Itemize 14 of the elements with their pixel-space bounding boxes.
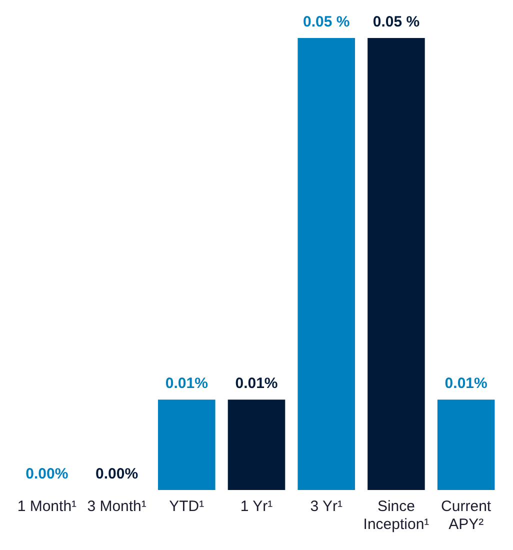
data-label: 0.05 % [303,14,350,31]
data-label: 0.01% [444,375,488,392]
data-label: 0.01% [165,375,208,392]
x-tick-label: 1 Month¹ [17,498,77,516]
x-tick-label: 3 Yr¹ [310,498,342,516]
data-label: 0.00% [96,466,138,483]
x-tick-label: 3 Month¹ [87,498,146,516]
data-label: 0.01% [235,375,278,392]
x-tick-label: YTD¹ [169,498,204,516]
data-label: 0.05 % [372,14,420,31]
x-tick-label: Current APY² [441,498,492,534]
x-tick-label: Since Inception¹ [363,498,430,534]
data-label: 0.00% [26,466,68,483]
x-tick-label: 1 Yr¹ [240,498,273,516]
